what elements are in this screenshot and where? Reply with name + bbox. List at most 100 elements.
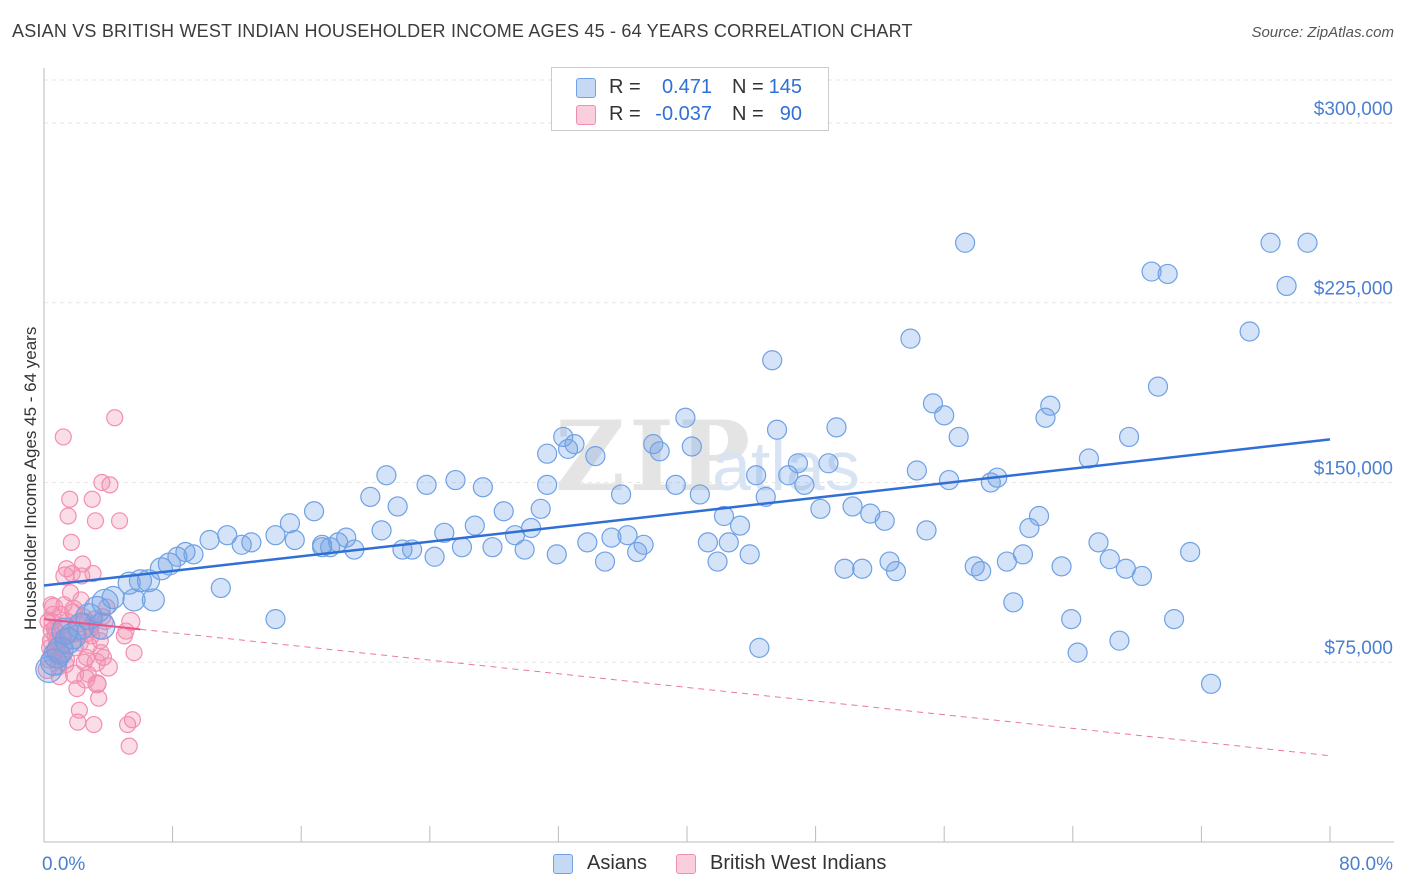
asians-point: [787, 453, 809, 474]
x-tick-labels: 0.0% 80.0%: [42, 854, 1393, 875]
asians-point: [729, 515, 751, 536]
r-label: R =: [609, 103, 641, 125]
bwi-point: [86, 652, 106, 672]
asians-point: [594, 551, 616, 572]
asians-point: [755, 486, 776, 507]
asians-trend-line: [43, 438, 1331, 587]
bwi-point: [62, 533, 80, 551]
asians-point: [675, 407, 696, 428]
asians-point: [577, 532, 598, 553]
asians-point: [564, 434, 585, 455]
asians-point: [1078, 448, 1099, 469]
bwi-point: [61, 584, 80, 602]
legend-label: Asians: [587, 852, 648, 874]
bwi-point: [59, 507, 77, 525]
asians-point: [1003, 592, 1024, 613]
asians-point: [739, 544, 760, 565]
asians-point: [546, 544, 567, 565]
asians-point: [434, 522, 455, 543]
legend-row-bwi: R = -0.037 N = 90: [552, 100, 828, 128]
y-tick-label: $75,000: [1324, 638, 1393, 659]
asians-point: [885, 561, 907, 582]
bwi-point: [70, 701, 88, 719]
asians-point: [1061, 608, 1082, 630]
bwi-point: [57, 560, 76, 578]
asians-point: [1099, 549, 1120, 570]
asians-point: [954, 232, 976, 253]
asians-point: [1147, 376, 1169, 397]
asians-point: [842, 496, 863, 517]
asians-point: [794, 474, 815, 495]
asians-point: [971, 561, 992, 582]
bwi-point: [83, 490, 101, 508]
bwi-point: [54, 428, 72, 446]
bwi-swatch: [576, 105, 596, 125]
bwi-point: [98, 657, 118, 677]
asians-point: [451, 537, 473, 558]
asians-point: [464, 515, 485, 536]
asians-point: [1088, 532, 1109, 553]
axes: [43, 68, 1394, 843]
bwi-point: [118, 715, 137, 734]
asians-point: [707, 551, 728, 572]
bwi-trend-line-solid: [43, 618, 141, 631]
asians-point: [424, 546, 445, 567]
asians-point: [303, 501, 325, 522]
asians-point: [1239, 321, 1260, 342]
asians-point: [601, 527, 622, 548]
r-value: 0.471: [661, 76, 712, 98]
asians-point: [265, 525, 286, 546]
asians-point: [697, 532, 718, 553]
asians-point: [183, 544, 204, 565]
bwi-point: [86, 512, 105, 530]
asians-point: [916, 520, 937, 541]
bwi-point: [117, 622, 135, 640]
r-value: -0.037: [655, 103, 712, 125]
bwi-point: [84, 564, 102, 583]
y-tick-label: $300,000: [1314, 99, 1393, 120]
r-label: R =: [609, 76, 641, 98]
asians-point: [217, 525, 238, 546]
bwi-point: [82, 627, 101, 645]
bwi-point: [110, 512, 129, 530]
asians-point: [665, 474, 686, 495]
asians-point: [210, 577, 231, 599]
asians-point: [900, 328, 921, 349]
y-tick-labels: $75,000 $150,000 $225,000 $300,000: [1314, 99, 1393, 659]
bwi-trend-line-dashed: [140, 628, 1331, 757]
asians-point: [1035, 407, 1056, 428]
asians-point: [279, 513, 301, 534]
y-tick-label: $150,000: [1314, 458, 1393, 479]
asians-point: [416, 474, 437, 495]
asians-point: [482, 537, 503, 558]
asians-point: [1180, 541, 1201, 563]
asians-point: [376, 465, 397, 486]
asians-point: [1051, 556, 1072, 577]
asians-point: [826, 417, 847, 438]
bwi-swatch: [676, 854, 696, 874]
bwi-point: [101, 476, 119, 494]
asians-point: [1157, 263, 1178, 285]
n-label: N =: [732, 103, 764, 125]
asians-point: [681, 436, 702, 457]
x-tick-label: 80.0%: [1339, 854, 1393, 875]
n-label: N =: [732, 76, 764, 98]
asians-swatch: [553, 854, 573, 874]
asians-point: [1067, 642, 1088, 663]
chart-title: ASIAN VS BRITISH WEST INDIAN HOUSEHOLDER…: [12, 21, 913, 41]
asians-point: [689, 484, 710, 505]
y-tick-label: $225,000: [1314, 279, 1393, 300]
asians-point: [1131, 565, 1153, 587]
asians-point: [311, 534, 333, 555]
bwi-point: [91, 632, 109, 650]
legend-label: British West Indians: [710, 852, 887, 874]
asians-point: [530, 498, 551, 519]
asians-point: [101, 585, 125, 610]
bwi-point: [61, 490, 79, 508]
asians-point: [122, 588, 146, 612]
asians-point: [40, 648, 68, 676]
asians-point: [54, 627, 82, 655]
asians-point: [617, 525, 638, 546]
asians-point: [874, 510, 895, 531]
asians-point: [537, 443, 558, 464]
